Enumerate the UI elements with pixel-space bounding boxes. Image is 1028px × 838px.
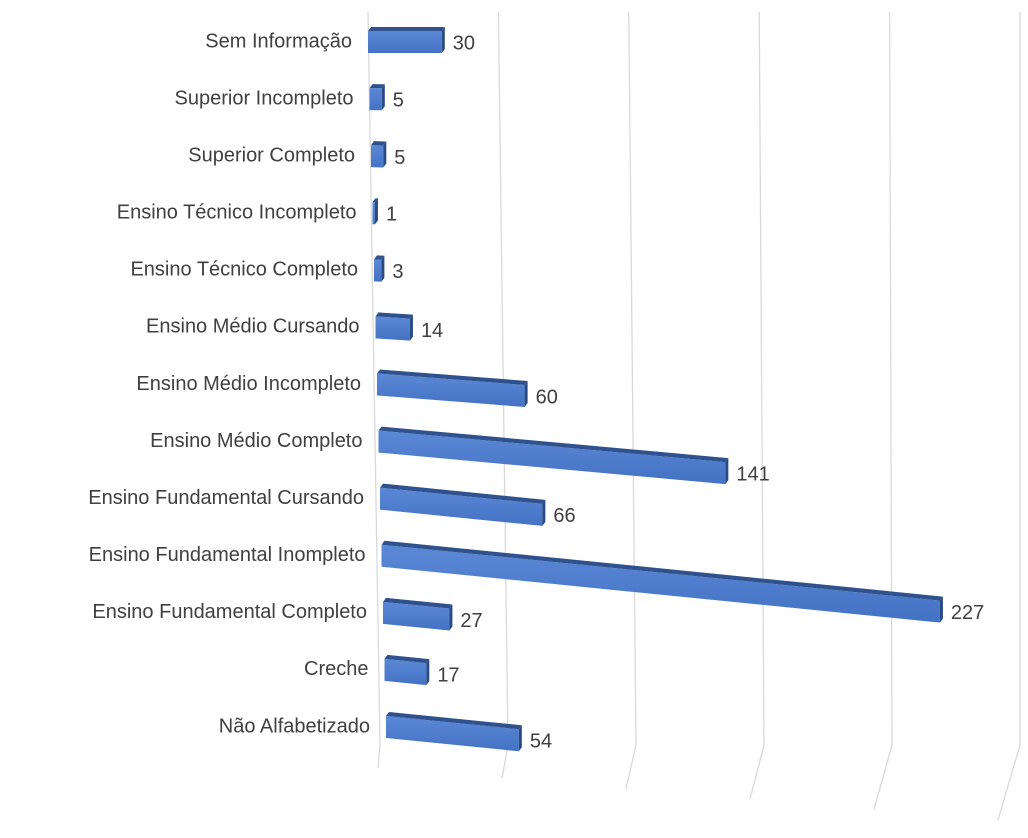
bar-side (725, 458, 729, 485)
bar (368, 31, 442, 53)
bar-top (368, 27, 445, 31)
bar-side (383, 141, 387, 168)
category-label: Ensino Médio Cursando (146, 316, 359, 338)
category-label: Não Alfabetizado (219, 715, 370, 737)
bar (386, 716, 519, 752)
grid-line (367, 11, 381, 746)
bar (377, 373, 525, 408)
grid-foot (501, 744, 509, 779)
value-label: 5 (393, 90, 404, 112)
bar-top (384, 654, 430, 664)
category-label: Ensino Técnico Incompleto (117, 202, 357, 224)
bar-top (386, 712, 522, 730)
value-label: 3 (392, 261, 403, 283)
bar-top (375, 312, 413, 319)
value-label: 141 (736, 463, 769, 485)
bar-side (518, 725, 522, 752)
value-label: 66 (553, 505, 575, 527)
value-label: 1 (386, 204, 397, 226)
bar-side (524, 381, 528, 408)
bar (383, 601, 450, 631)
bar-side (542, 499, 546, 526)
bar (372, 202, 375, 225)
bar-side (381, 84, 385, 111)
bar-top (383, 597, 453, 609)
bar (375, 316, 410, 341)
bar-side (409, 314, 413, 341)
value-label: 5 (394, 147, 405, 169)
value-label: 17 (437, 664, 459, 686)
value-label: 30 (453, 32, 475, 54)
bar-side (449, 604, 453, 631)
bar-top (369, 84, 385, 89)
grid-line (628, 11, 637, 746)
bar-top (380, 483, 546, 504)
bar-top (381, 540, 943, 601)
grid-foot (997, 744, 1021, 821)
bar-side (441, 27, 445, 53)
grid-foot (377, 744, 381, 769)
value-label: 60 (536, 386, 558, 408)
category-label: Ensino Fundamental Cursando (88, 487, 364, 509)
bar-side (939, 596, 943, 623)
grid-foot (625, 744, 637, 789)
grid-foot (873, 744, 893, 810)
category-label: Superior Incompleto (175, 87, 354, 109)
bar-top (372, 198, 378, 203)
bar (384, 658, 427, 686)
category-label: Superior Completo (188, 144, 355, 166)
bar-top (374, 255, 385, 260)
bar (374, 259, 382, 282)
bar-top (377, 369, 528, 386)
value-label: 14 (421, 320, 443, 342)
bar-top (378, 426, 729, 463)
bar (371, 145, 384, 168)
grid-foot (749, 744, 765, 800)
bar (381, 544, 940, 623)
value-label: 227 (951, 602, 984, 624)
grid-line (497, 11, 509, 746)
bar-side (381, 255, 385, 282)
category-label: Ensino Fundamental Completo (92, 601, 367, 623)
bar (380, 487, 543, 526)
grid-line (758, 11, 765, 746)
category-label: Ensino Fundamental Inompleto (89, 544, 366, 566)
grid-line (888, 11, 893, 746)
category-label: Creche (304, 658, 368, 680)
value-label: 27 (460, 610, 482, 632)
bar-top (371, 141, 387, 146)
category-label: Sem Informação (205, 30, 352, 52)
category-label: Ensino Técnico Completo (130, 259, 358, 281)
category-label: Ensino Médio Incompleto (136, 373, 361, 395)
value-label: 54 (530, 731, 552, 753)
category-label: Ensino Médio Completo (150, 430, 362, 452)
bar-side (374, 198, 378, 225)
bar (369, 88, 382, 111)
bar-side (426, 659, 430, 686)
bar (378, 430, 726, 485)
